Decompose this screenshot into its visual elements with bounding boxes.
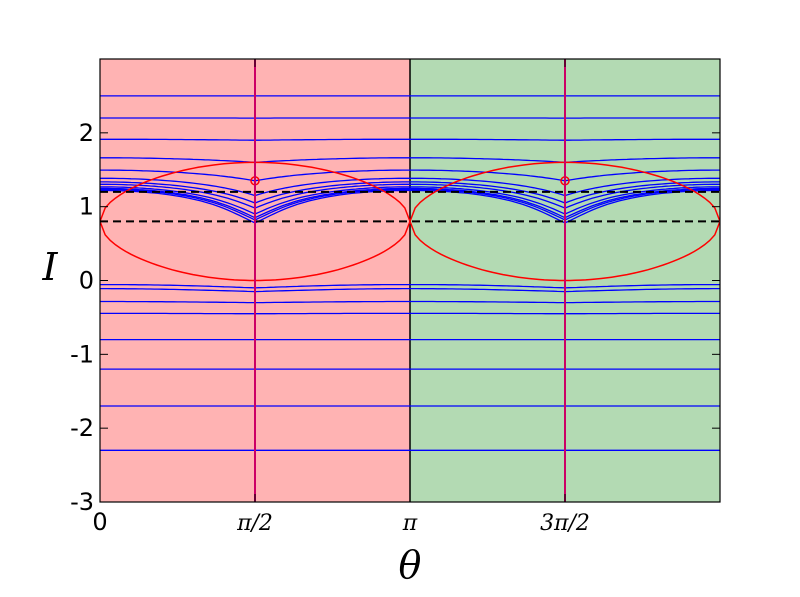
y-tick-label-5: 2 [79, 119, 94, 147]
y-tick-label-1: -2 [70, 414, 94, 442]
flow-line-2 [100, 138, 720, 141]
y-tick-label-3: 0 [79, 267, 94, 295]
y-tick-label-2: -1 [70, 340, 94, 368]
flow-line-7 [100, 183, 720, 209]
flow-line-16 [100, 300, 720, 304]
y-axis-label: I [41, 245, 58, 289]
separatrix-1 [409, 161, 720, 282]
x-tick-label-3: 3π/2 [540, 511, 590, 536]
x-tick-label-0: 0 [92, 508, 107, 536]
flow-line-11 [100, 189, 720, 224]
background-regions [100, 59, 720, 502]
flow-line-4 [100, 169, 720, 182]
y-ticks: -3 -2 -1 0 1 2 [70, 119, 720, 516]
flow-line-18 [100, 287, 720, 293]
flow-line-3 [100, 157, 720, 164]
y-tick-label-4: 1 [79, 193, 94, 221]
x-tick-label-2: π [402, 511, 418, 536]
flow-line-17 [100, 283, 720, 289]
flow-lines [100, 95, 720, 451]
flow-line-10 [100, 188, 720, 221]
x-tick-label-1: π/2 [236, 511, 273, 536]
x-ticks: 0 π/2 π 3π/2 [92, 59, 590, 536]
flow-line-8 [100, 186, 720, 215]
x-axis-label: θ [399, 543, 422, 587]
center-lines [254, 59, 566, 502]
flow-line-6 [100, 181, 720, 204]
flow-line-5 [100, 177, 720, 197]
flow-line-9 [100, 187, 720, 219]
y-tick-label-0: -3 [70, 488, 94, 516]
